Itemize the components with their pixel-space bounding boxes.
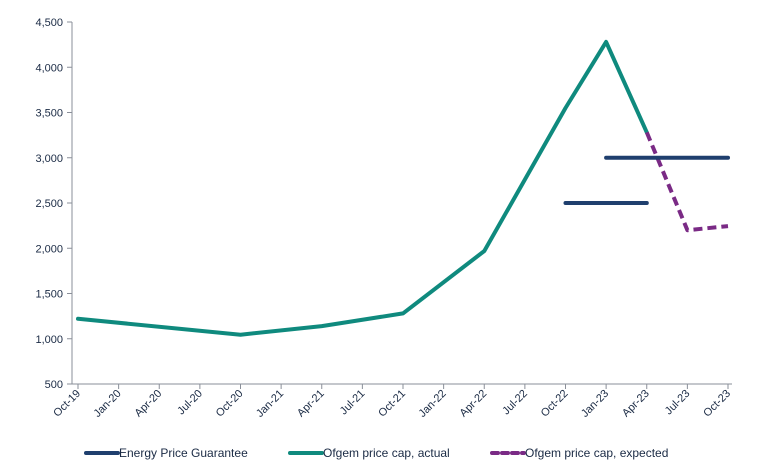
y-tick-label: 4,500: [35, 17, 63, 29]
y-axis: 500 1,000 1,500 2,000 2,500 3,000 3,500 4,000 4,…: [35, 17, 73, 391]
x-tick-label: Apr-21: [295, 388, 327, 420]
x-tick-label: Oct-19: [51, 388, 83, 420]
y-tick-label: 1,000: [35, 334, 63, 346]
x-tick-label: Jan-22: [416, 388, 448, 420]
x-tick-label: Jan-20: [91, 388, 123, 420]
x-tick-label: Jan-21: [254, 388, 286, 420]
series-layer: [76, 39, 730, 337]
y-tick-label: 1,500: [35, 289, 63, 301]
y-tick-label: 2,500: [35, 198, 63, 210]
x-tick-label: Jul-21: [338, 388, 368, 418]
legend-label: Ofgem price cap, expected: [525, 446, 668, 460]
x-tick-label: Oct-20: [214, 388, 246, 420]
legend: Energy Price Guarantee Ofgem price cap, a…: [84, 446, 668, 460]
y-tick-label: 500: [45, 379, 63, 391]
x-tick-label: Jul-22: [500, 388, 530, 418]
x-tick-label: Oct-23: [701, 388, 733, 420]
y-tick-label: 3,000: [35, 153, 63, 165]
x-tick-label: Jan-23: [579, 388, 611, 420]
x-tick-label: Oct-21: [376, 388, 408, 420]
y-tick-label: 4,000: [35, 62, 63, 74]
y-tick-label: 2,000: [35, 243, 63, 255]
y-tick-label: 3,500: [35, 108, 63, 120]
x-tick-label: Apr-22: [458, 388, 490, 420]
x-tick-label: Apr-23: [620, 388, 652, 420]
legend-label: Energy Price Guarantee: [119, 446, 248, 460]
x-tick-label: Oct-22: [539, 388, 571, 420]
x-axis: Oct-19 Jan-20 Apr-20 Jul-20 Oct-20 Jan-21 Apr-…: [51, 383, 733, 420]
legend-label: Ofgem price cap, actual: [323, 446, 450, 460]
x-tick-label: Jul-20: [175, 388, 205, 418]
series-line: [644, 131, 729, 233]
x-tick-label: Jul-23: [663, 388, 693, 418]
x-tick-label: Apr-20: [133, 388, 165, 420]
series-line: [76, 39, 649, 337]
